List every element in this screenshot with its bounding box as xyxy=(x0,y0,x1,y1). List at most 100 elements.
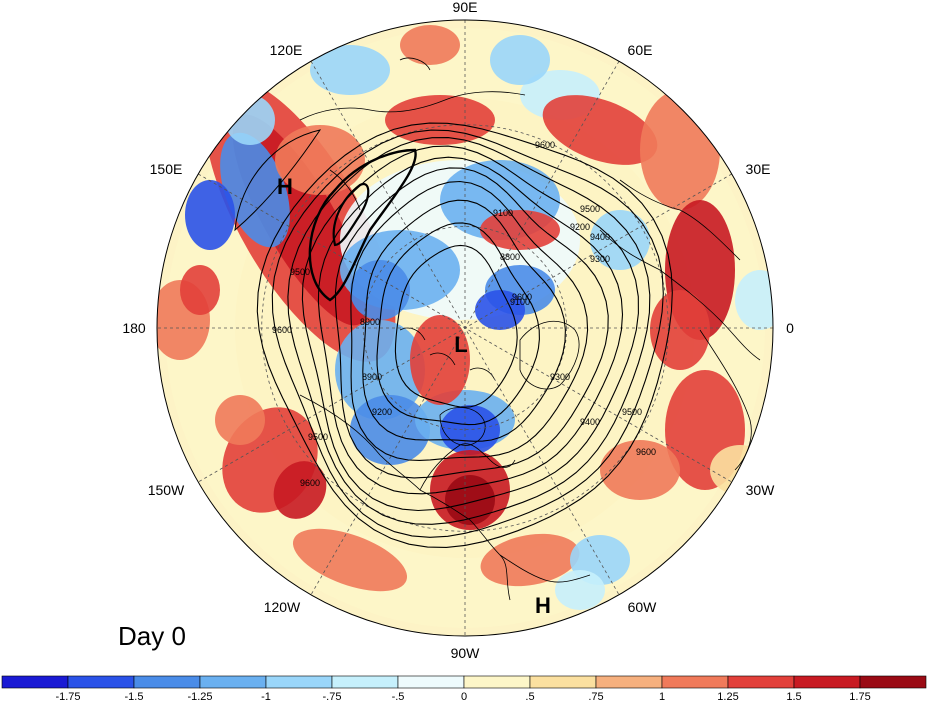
anomaly-blob xyxy=(555,570,605,610)
lon-label-90e: 90E xyxy=(453,0,478,15)
contour-label: 9600 xyxy=(300,478,320,488)
lon-label-30w: 30W xyxy=(746,482,776,498)
lon-label-150w: 150W xyxy=(148,482,185,498)
anomaly-blob xyxy=(480,210,560,250)
contour-label: 9600 xyxy=(535,140,555,150)
anomaly-blob xyxy=(220,132,290,248)
height-contour xyxy=(287,137,651,525)
colorbar-segment xyxy=(793,675,861,689)
colorbar-tick-label: .5 xyxy=(525,691,534,702)
colorbar-segment xyxy=(859,675,927,689)
height-contour xyxy=(362,199,566,442)
lon-label-120e: 120E xyxy=(270,42,303,58)
anomaly-blob xyxy=(542,95,658,165)
colorbar-tick-label: -.75 xyxy=(323,691,342,702)
day-label: Day 0 xyxy=(118,621,186,651)
coast-europe xyxy=(599,179,761,361)
contour-label: 9100 xyxy=(493,208,513,218)
height-contour xyxy=(256,122,673,548)
contour-label: 9500 xyxy=(622,407,642,417)
contour-label: 9100 xyxy=(510,297,530,307)
colorbar-segment xyxy=(397,675,465,689)
anomaly-blob xyxy=(445,475,495,525)
colorbar-segment xyxy=(265,675,333,689)
colorbar-segment xyxy=(133,675,201,689)
colorbar-tick-label: .75 xyxy=(588,691,603,702)
anomaly-blob xyxy=(292,528,408,592)
contour-label: 9600 xyxy=(636,447,656,457)
coast-asia xyxy=(299,57,526,211)
contour-label: 9400 xyxy=(580,417,600,427)
anomaly-blob xyxy=(180,265,220,315)
height-contour xyxy=(350,180,589,461)
anomaly-blob xyxy=(225,95,275,145)
coast-hudson-bay xyxy=(439,407,486,446)
colorbar-tick-label: 1.25 xyxy=(717,691,738,702)
map-boundary xyxy=(156,19,774,637)
anomaly-field xyxy=(157,20,773,636)
anomaly-blob xyxy=(275,125,365,195)
anomaly-blob xyxy=(215,395,265,445)
anomaly-blob xyxy=(600,440,680,500)
anomaly-blob xyxy=(480,533,580,587)
colorbar-tick-label: 0 xyxy=(461,691,467,702)
lon-label-120w: 120W xyxy=(264,599,301,615)
colorbar-segment xyxy=(1,675,69,689)
low-label-pole: L xyxy=(454,332,467,357)
colorbar-tick-label: -1.25 xyxy=(187,691,212,702)
high-label-atlantic: H xyxy=(535,593,551,618)
anomaly-blob xyxy=(400,25,460,65)
lon-label-90w: 90W xyxy=(451,645,481,661)
contour-label: 9600 xyxy=(272,325,292,335)
colorbar-tick-label: -1.75 xyxy=(55,691,80,702)
coast-central-america xyxy=(499,554,591,583)
coast-greenland xyxy=(519,321,580,390)
colorbar-tick-label: 1 xyxy=(659,691,665,702)
contour-label: 9500 xyxy=(308,432,328,442)
contour-label: 9500 xyxy=(290,267,310,277)
colorbar-segment xyxy=(727,675,795,689)
colorbar-segment xyxy=(199,675,267,689)
longitude-labels: 90E 60E 30E 0 30W 60W 90W 120W 150W 180 … xyxy=(122,0,794,661)
ridge-contour-inner xyxy=(332,182,370,247)
pacific-high-contour xyxy=(234,129,322,232)
high-label-pacific: H xyxy=(277,174,293,199)
height-contour xyxy=(301,145,639,512)
contour-label: 9300 xyxy=(590,254,610,264)
anomaly-blob xyxy=(590,210,650,270)
colorbar-segment xyxy=(67,675,135,689)
height-contour xyxy=(334,167,609,479)
colorbar-segment xyxy=(529,675,597,689)
height-contour xyxy=(394,244,518,408)
contour-label: 9300 xyxy=(550,372,570,382)
meridian-line xyxy=(198,173,732,483)
lon-label-30e: 30E xyxy=(746,161,771,177)
ridge-contour xyxy=(308,148,417,302)
anomaly-blob xyxy=(310,45,390,95)
anomaly-blob xyxy=(350,260,410,320)
contour-label: 9600 xyxy=(512,292,532,302)
contour-label: 9400 xyxy=(590,232,610,242)
contour-label: 9200 xyxy=(372,407,392,417)
height-contour xyxy=(271,129,664,538)
height-contours xyxy=(234,122,673,548)
contour-labels: 9600 9500 9400 9300 9200 9100 8900 8800 8900 9100… xyxy=(272,140,656,488)
lon-label-0: 0 xyxy=(786,320,794,336)
height-contour xyxy=(376,222,540,426)
colorbar-segment xyxy=(661,675,729,689)
contour-label: 9200 xyxy=(570,222,590,232)
anomaly-blob xyxy=(273,461,327,519)
lon-label-180: 180 xyxy=(122,320,146,336)
anomaly-blob xyxy=(410,315,470,405)
lon-label-60w: 60W xyxy=(628,599,658,615)
colorbar: -1.75 -1.5 -1.25 -1 -.75 -.5 0 .5 .75 1 1.25 1.5 1.7… xyxy=(1,675,927,702)
anomaly-blob xyxy=(475,290,525,330)
height-contour xyxy=(317,156,624,495)
anomaly-blob xyxy=(735,270,773,330)
colorbar-segment xyxy=(595,675,663,689)
contour-label: 8900 xyxy=(362,372,382,382)
colorbar-segment xyxy=(463,675,531,689)
colorbar-tick-label: -.5 xyxy=(392,691,405,702)
contour-label: 8900 xyxy=(360,317,380,327)
